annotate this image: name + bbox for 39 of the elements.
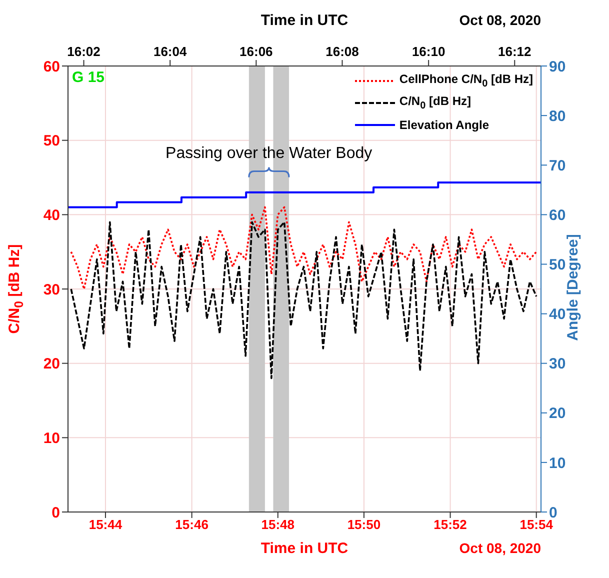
y2-tick-label: 70: [549, 157, 566, 174]
y2-tick-label: 20: [549, 405, 566, 422]
x2-tick-label: 16:02: [67, 44, 100, 59]
y-tick-label: 20: [43, 356, 60, 373]
x-tick-label: 15:50: [347, 517, 381, 532]
text: Oct 08, 2020: [459, 540, 541, 556]
line-series: [70, 206, 538, 290]
y-tick-label: 50: [43, 132, 60, 150]
annotation: Passing over the Water Body: [166, 145, 372, 162]
legend-label: CellPhone C/N$_{0}$ [dB Hz]: [399, 72, 533, 90]
y2-tick-label: 10: [549, 454, 566, 472]
annotation: G 15: [72, 69, 105, 86]
y2-tick-label: 60: [549, 206, 566, 224]
y-tick-label: 0: [52, 504, 60, 522]
y2-tick-label: 30: [549, 356, 566, 373]
y2-tick-label: 40: [549, 306, 566, 324]
legend-label: C/N$_{0}$ [dB Hz]: [399, 94, 471, 112]
x-tick-label: 15:52: [434, 517, 467, 532]
text: Oct 08, 2020: [459, 12, 541, 28]
y2-tick-label: 90: [549, 58, 566, 76]
x2-tick-label: 16:12: [498, 44, 532, 59]
y-tick-label: 60: [43, 58, 60, 76]
x2-tick-label: 16:10: [412, 44, 446, 59]
legend-label: Elevation Angle: [399, 118, 489, 132]
x2-tick-label: 16:04: [153, 44, 188, 59]
x-axis-title: Time in UTC: [260, 540, 348, 557]
y2-axis-title: Angle [Degree]: [564, 234, 582, 341]
x-tick-label: 15:48: [261, 517, 295, 532]
y-tick-label: 10: [43, 430, 60, 447]
line-series: [70, 221, 538, 380]
y-tick-label: 40: [43, 206, 60, 224]
y-tick-label: 30: [43, 281, 60, 298]
x-tick-label: 15:46: [175, 517, 208, 532]
y2-tick-label: 50: [549, 256, 566, 274]
x2-axis-title: Time in UTC: [260, 12, 348, 29]
x2-tick-label: 16:08: [326, 44, 359, 59]
x-tick-label: 15:44: [88, 517, 123, 532]
y2-tick-label: 80: [549, 108, 566, 125]
x2-tick-label: 16:06: [240, 44, 273, 59]
